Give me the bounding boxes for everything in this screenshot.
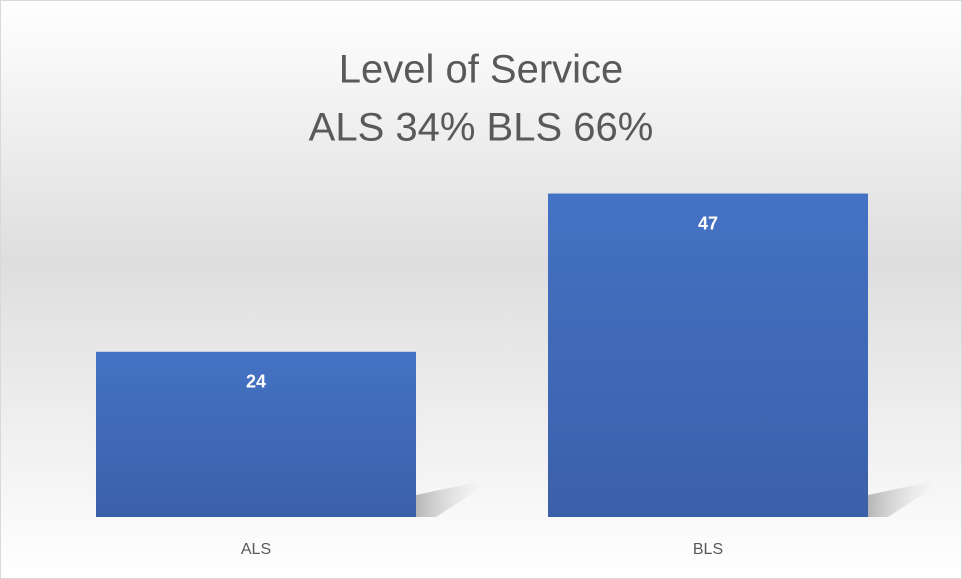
bar-shadow xyxy=(868,481,935,517)
data-label: 47 xyxy=(698,213,718,233)
bar-gradient xyxy=(547,193,869,517)
bar-gradient xyxy=(95,351,417,517)
bar-shadow xyxy=(416,481,483,517)
chart-title: Level of Service xyxy=(339,48,624,92)
chart-subtitle: ALS 34% BLS 66% xyxy=(309,106,654,150)
data-label: 24 xyxy=(246,372,266,392)
x-tick-label: BLS xyxy=(693,541,723,558)
x-tick-label: ALS xyxy=(241,541,271,558)
